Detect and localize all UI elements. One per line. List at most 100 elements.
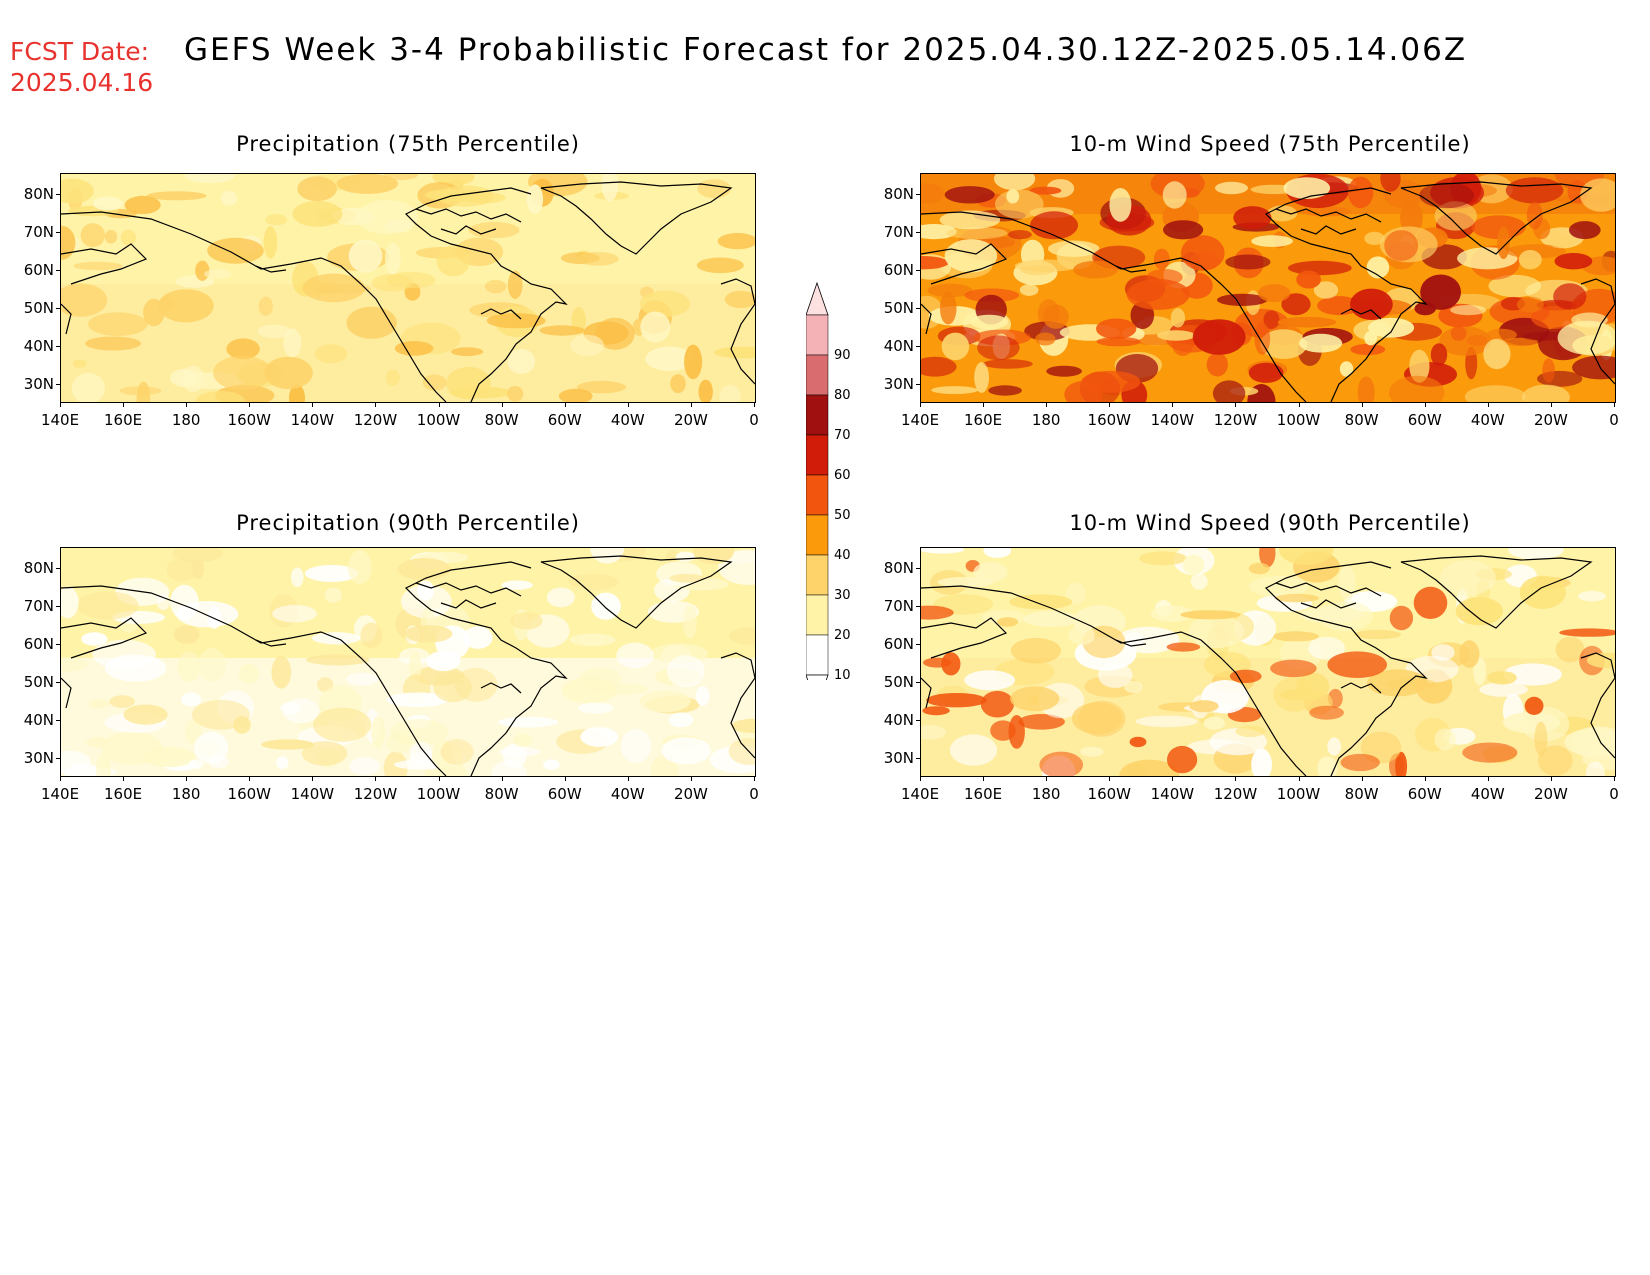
lon-tick — [1487, 776, 1489, 781]
lat-tick — [916, 758, 921, 759]
map-contour-patch — [1035, 332, 1056, 346]
lat-label: 80N — [883, 185, 914, 203]
map-contour-patch — [336, 174, 398, 194]
map-contour-patch — [1073, 260, 1118, 279]
map-contour-patch — [124, 195, 161, 215]
map-contour-patch — [1364, 231, 1385, 245]
lat-label: 50N — [23, 673, 54, 691]
map-contour-patch — [348, 239, 383, 273]
map-contour-patch — [1585, 761, 1605, 776]
map-contour-patch — [921, 548, 965, 554]
lon-label: 20W — [673, 411, 708, 429]
lat-tick — [916, 194, 921, 195]
colorbar-label: 20 — [834, 628, 851, 643]
map-contour-patch — [1258, 284, 1291, 303]
lon-label: 160E — [104, 785, 143, 803]
map-contour-patch — [397, 558, 451, 580]
map-contour-patch — [220, 190, 238, 206]
lon-tick — [690, 776, 692, 781]
map-contour-patch — [1203, 716, 1226, 730]
lon-tick — [1361, 776, 1363, 781]
lon-label: 40W — [610, 785, 645, 803]
map-contour-patch — [446, 366, 491, 400]
map-contour-patch — [1126, 278, 1190, 310]
lat-tick — [56, 568, 61, 569]
map-contour-patch — [1046, 365, 1082, 377]
map-contour-patch — [88, 312, 148, 336]
map-contour-patch — [640, 690, 691, 713]
lat-label: 40N — [883, 337, 914, 355]
map-contour-patch — [684, 344, 703, 380]
map-contour-patch — [1010, 686, 1060, 712]
map-contour-patch — [401, 584, 452, 619]
lon-label: 140W — [1150, 785, 1195, 803]
map-contour-patch — [926, 693, 987, 708]
colorbar-segment — [805, 554, 829, 596]
map-contour-patch — [1248, 362, 1284, 383]
map-contour-patch — [977, 335, 1020, 361]
lon-label: 140E — [900, 411, 940, 429]
lon-tick — [60, 776, 61, 781]
map-contour-patch — [1368, 317, 1415, 338]
lon-tick — [1172, 776, 1174, 781]
map-contour-patch — [974, 362, 989, 393]
lon-label: 80W — [484, 785, 519, 803]
fcst-date-label: FCST Date: — [10, 37, 150, 66]
lat-tick — [916, 644, 921, 645]
map-contour-patch — [1279, 548, 1334, 565]
lon-tick — [123, 402, 125, 407]
lon-tick — [1046, 402, 1048, 407]
map-contour-patch — [348, 550, 372, 585]
coastline — [415, 582, 522, 597]
map-contour-patch — [1364, 331, 1378, 346]
map-contour-patch — [1508, 548, 1564, 560]
lon-label: 20W — [673, 785, 708, 803]
map-contour-patch — [590, 548, 625, 564]
map-contour-patch — [696, 257, 744, 274]
colorbar-label: 30 — [834, 588, 851, 603]
map-contour-patch — [80, 223, 105, 248]
map-contour-patch — [1555, 636, 1585, 663]
coastline — [61, 243, 148, 285]
lat-label: 70N — [883, 597, 914, 615]
map-contour-patch — [226, 338, 260, 360]
map-contour-patch — [166, 558, 198, 582]
map-contour-patch — [61, 283, 108, 317]
map-contour-patch — [1251, 748, 1272, 776]
lon-label: 120W — [1213, 785, 1258, 803]
lon-tick — [564, 776, 566, 781]
lon-tick — [1550, 402, 1552, 407]
map-contour-patch — [346, 672, 379, 686]
map-contour-patch — [990, 720, 1016, 741]
map-contour-patch — [194, 731, 229, 764]
map-contour-patch — [697, 179, 732, 199]
map-contour-patch — [1313, 281, 1339, 299]
lon-label: 80W — [1344, 411, 1379, 429]
lon-label: 20W — [1533, 411, 1568, 429]
map-contour-patch — [261, 739, 315, 750]
map-contour-patch — [283, 698, 320, 724]
lat-tick — [56, 232, 61, 233]
map-contour-patch — [921, 605, 954, 620]
lat-tick — [56, 758, 61, 759]
colorbar-segment — [805, 594, 829, 636]
colorbar-label: 10 — [834, 668, 851, 680]
colorbar: 90 80 70 60 50 40 30 20 10 — [805, 270, 886, 709]
map-contour-patch — [301, 741, 348, 766]
map-contour-patch — [1389, 605, 1414, 631]
map-contour-patch — [1119, 759, 1180, 776]
map-contour-patch — [731, 718, 755, 733]
map-contour-patch — [1189, 700, 1219, 713]
map-contour-patch — [1357, 376, 1375, 402]
map-wind-75 — [920, 173, 1616, 403]
colorbar-label: 40 — [834, 548, 851, 563]
lon-tick — [983, 402, 985, 407]
map-contour-patch — [1431, 644, 1455, 661]
map-contour-patch — [1317, 756, 1338, 776]
map-contour-patch — [568, 573, 619, 590]
map-contour-patch — [1260, 329, 1308, 359]
map-contour-patch — [682, 604, 697, 639]
map-contour-patch — [1380, 174, 1401, 192]
lat-tick — [916, 720, 921, 721]
lon-tick — [186, 402, 188, 407]
